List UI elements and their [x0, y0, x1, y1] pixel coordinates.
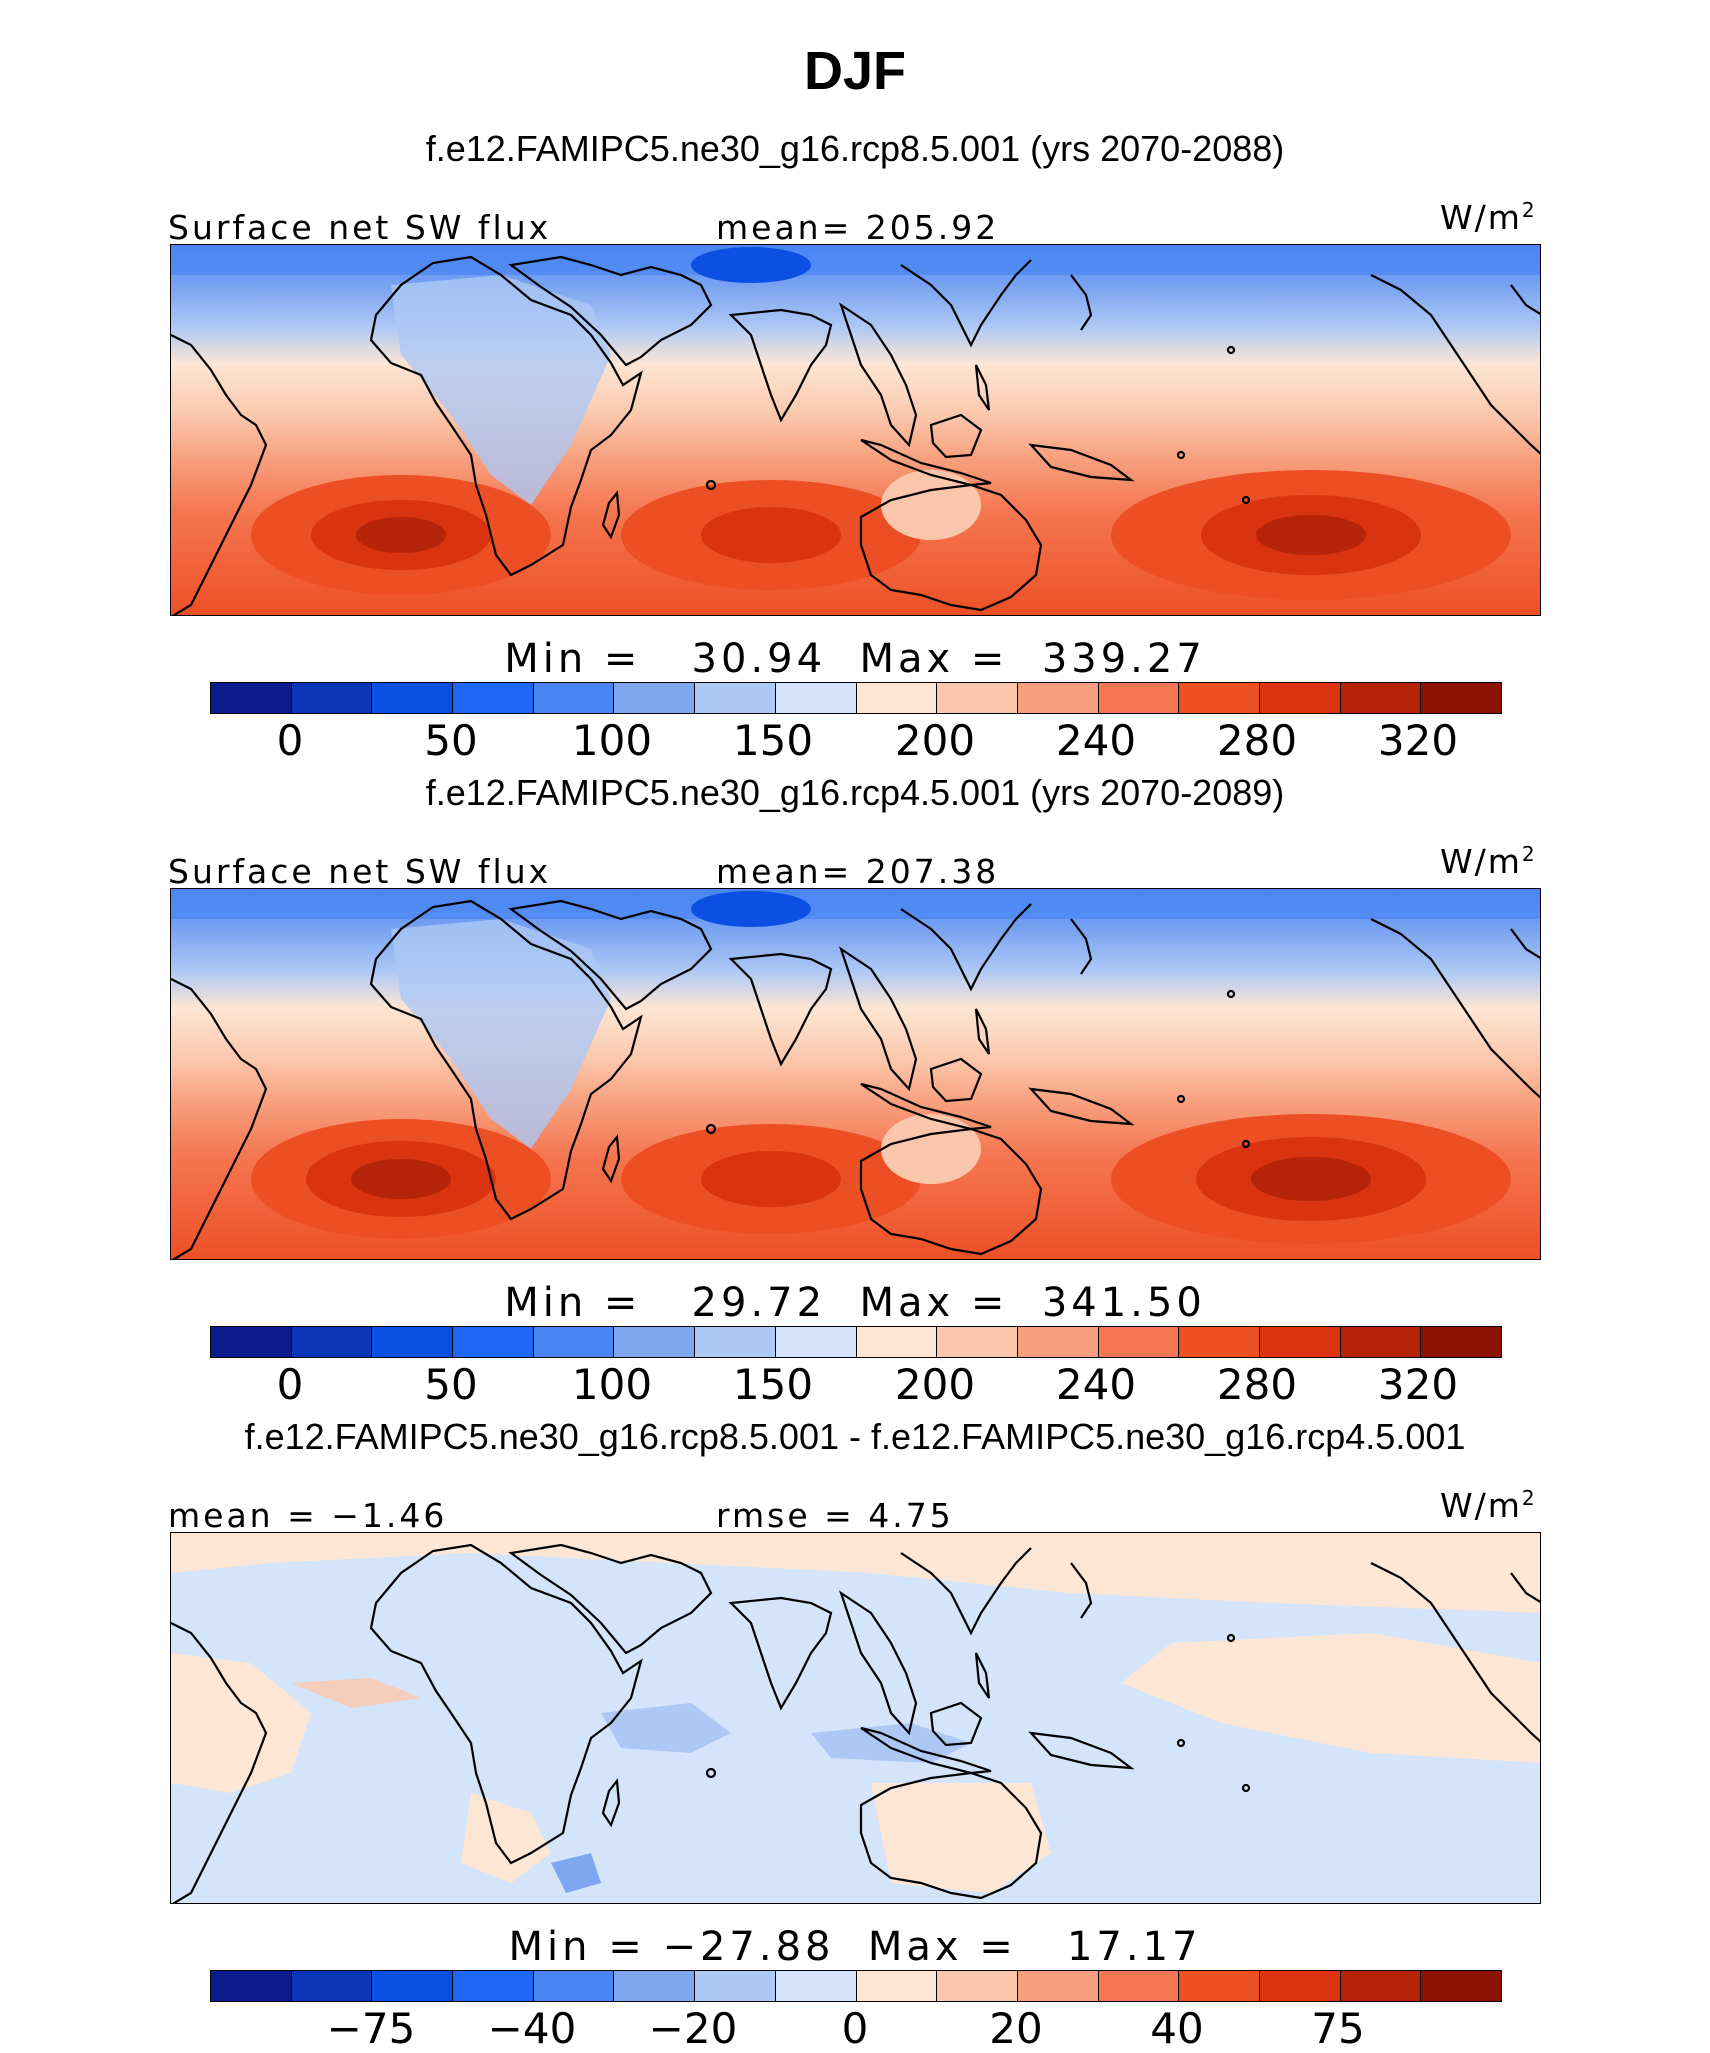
colorbar-tick-label: 200 [894, 716, 976, 765]
colorbar-swatch [1421, 1971, 1501, 2001]
colorbar-swatch [453, 683, 534, 713]
colorbar-tick-label: 100 [571, 1360, 653, 1409]
colorbar-swatch [775, 1971, 857, 2001]
colorbar-swatch [372, 1971, 454, 2001]
colorbar-tick-label: −75 [326, 2004, 416, 2053]
colorbar-swatch [614, 683, 696, 713]
colorbar-swatch [1421, 683, 1501, 713]
panel3-units: W/m2 [1440, 1486, 1537, 1525]
colorbar-swatch [1179, 683, 1260, 713]
colorbar-tick-label: 0 [841, 2004, 869, 2053]
colorbar-swatch [211, 1327, 292, 1357]
colorbar-tick-label: 150 [732, 1360, 814, 1409]
colorbar-swatch [533, 1971, 615, 2001]
colorbar-tick-label: 240 [1055, 1360, 1137, 1409]
colorbar-tick-label: 0 [276, 1360, 304, 1409]
panel1-colorbar-ticks: 0 50 100 150 200 240 280 320 [0, 716, 1710, 766]
panel1-units: W/m2 [1440, 198, 1537, 237]
panel2-units: W/m2 [1440, 842, 1537, 881]
colorbar-swatch [1259, 683, 1341, 713]
colorbar-tick-label: 280 [1216, 1360, 1298, 1409]
colorbar-tick-label: 320 [1377, 1360, 1459, 1409]
colorbar-swatch [1340, 1327, 1422, 1357]
colorbar-swatch [1259, 1971, 1341, 2001]
colorbar-tick-label: −20 [648, 2004, 738, 2053]
panel1-mean-label: mean= 205.92 [716, 208, 1000, 247]
colorbar-swatch [856, 1971, 938, 2001]
colorbar-swatch [291, 1327, 373, 1357]
panel1-minmax: Min = 30.94 Max = 339.27 [504, 636, 1206, 682]
colorbar-swatch [1179, 1971, 1260, 2001]
colorbar-swatch [695, 1327, 776, 1357]
panel2-case-title: f.e12.FAMIPC5.ne30_g16.rcp4.5.001 (yrs 2… [425, 772, 1285, 813]
colorbar-swatch [533, 1327, 615, 1357]
panel3-rmse-label: rmse = 4.75 [716, 1496, 954, 1535]
panel1-variable-label: Surface net SW flux [168, 208, 552, 247]
colorbar-swatch [695, 1971, 776, 2001]
colorbar-swatch [1340, 683, 1422, 713]
colorbar-tick-label: 0 [276, 716, 304, 765]
colorbar-tick-label: −40 [487, 2004, 577, 2053]
panel3-minmax: Min = −27.88 Max = 17.17 [508, 1924, 1202, 1970]
colorbar-tick-label: 280 [1216, 716, 1298, 765]
colorbar-swatch [211, 683, 292, 713]
colorbar-tick-label: 320 [1377, 716, 1459, 765]
colorbar-swatch [372, 1327, 454, 1357]
panel3-colorbar-ticks: −75 −40 −20 0 20 40 75 [0, 2004, 1710, 2053]
colorbar-swatch [291, 683, 373, 713]
panel2-colorbar-ticks: 0 50 100 150 200 240 280 320 [0, 1360, 1710, 1410]
colorbar-tick-label: 50 [424, 1360, 478, 1409]
panel3-case-title: f.e12.FAMIPC5.ne30_g16.rcp8.5.001 - f.e1… [244, 1416, 1466, 1457]
panel3-map [170, 1532, 1541, 1904]
panel2-colorbar [210, 1326, 1502, 1358]
colorbar-swatch [1017, 1327, 1099, 1357]
colorbar-swatch [1340, 1971, 1422, 2001]
colorbar-tick-label: 50 [424, 716, 478, 765]
colorbar-tick-label: 20 [989, 2004, 1043, 2053]
panel1-case-title: f.e12.FAMIPC5.ne30_g16.rcp8.5.001 (yrs 2… [425, 128, 1285, 169]
panel2-variable-label: Surface net SW flux [168, 852, 552, 891]
panel2-minmax: Min = 29.72 Max = 341.50 [504, 1280, 1206, 1326]
colorbar-swatch [937, 683, 1018, 713]
colorbar-swatch [291, 1971, 373, 2001]
panel3-colorbar [210, 1970, 1502, 2002]
colorbar-swatch [453, 1327, 534, 1357]
colorbar-tick-label: 240 [1055, 716, 1137, 765]
colorbar-swatch [372, 683, 454, 713]
colorbar-swatch [533, 683, 615, 713]
colorbar-swatch [1421, 1327, 1501, 1357]
colorbar-swatch [1098, 1971, 1180, 2001]
colorbar-tick-label: 200 [894, 1360, 976, 1409]
panel1-colorbar [210, 682, 1502, 714]
colorbar-swatch [856, 683, 938, 713]
colorbar-swatch [775, 1327, 857, 1357]
colorbar-tick-label: 40 [1150, 2004, 1204, 2053]
colorbar-tick-label: 100 [571, 716, 653, 765]
colorbar-tick-label: 150 [732, 716, 814, 765]
panel2-mean-label: mean= 207.38 [716, 852, 1000, 891]
colorbar-tick-label: 75 [1311, 2004, 1365, 2053]
colorbar-swatch [937, 1971, 1018, 2001]
colorbar-swatch [775, 683, 857, 713]
colorbar-swatch [695, 683, 776, 713]
colorbar-swatch [453, 1971, 534, 2001]
panel3-mean-label: mean = −1.46 [168, 1496, 448, 1535]
colorbar-swatch [614, 1327, 696, 1357]
colorbar-swatch [1098, 683, 1180, 713]
colorbar-swatch [211, 1971, 292, 2001]
panel1-map [170, 244, 1541, 616]
colorbar-swatch [1017, 683, 1099, 713]
colorbar-swatch [1179, 1327, 1260, 1357]
figure-title: DJF [803, 41, 906, 101]
colorbar-swatch [1017, 1971, 1099, 2001]
panel2-map [170, 888, 1541, 1260]
colorbar-swatch [937, 1327, 1018, 1357]
colorbar-swatch [856, 1327, 938, 1357]
colorbar-swatch [1259, 1327, 1341, 1357]
colorbar-swatch [1098, 1327, 1180, 1357]
colorbar-swatch [614, 1971, 696, 2001]
